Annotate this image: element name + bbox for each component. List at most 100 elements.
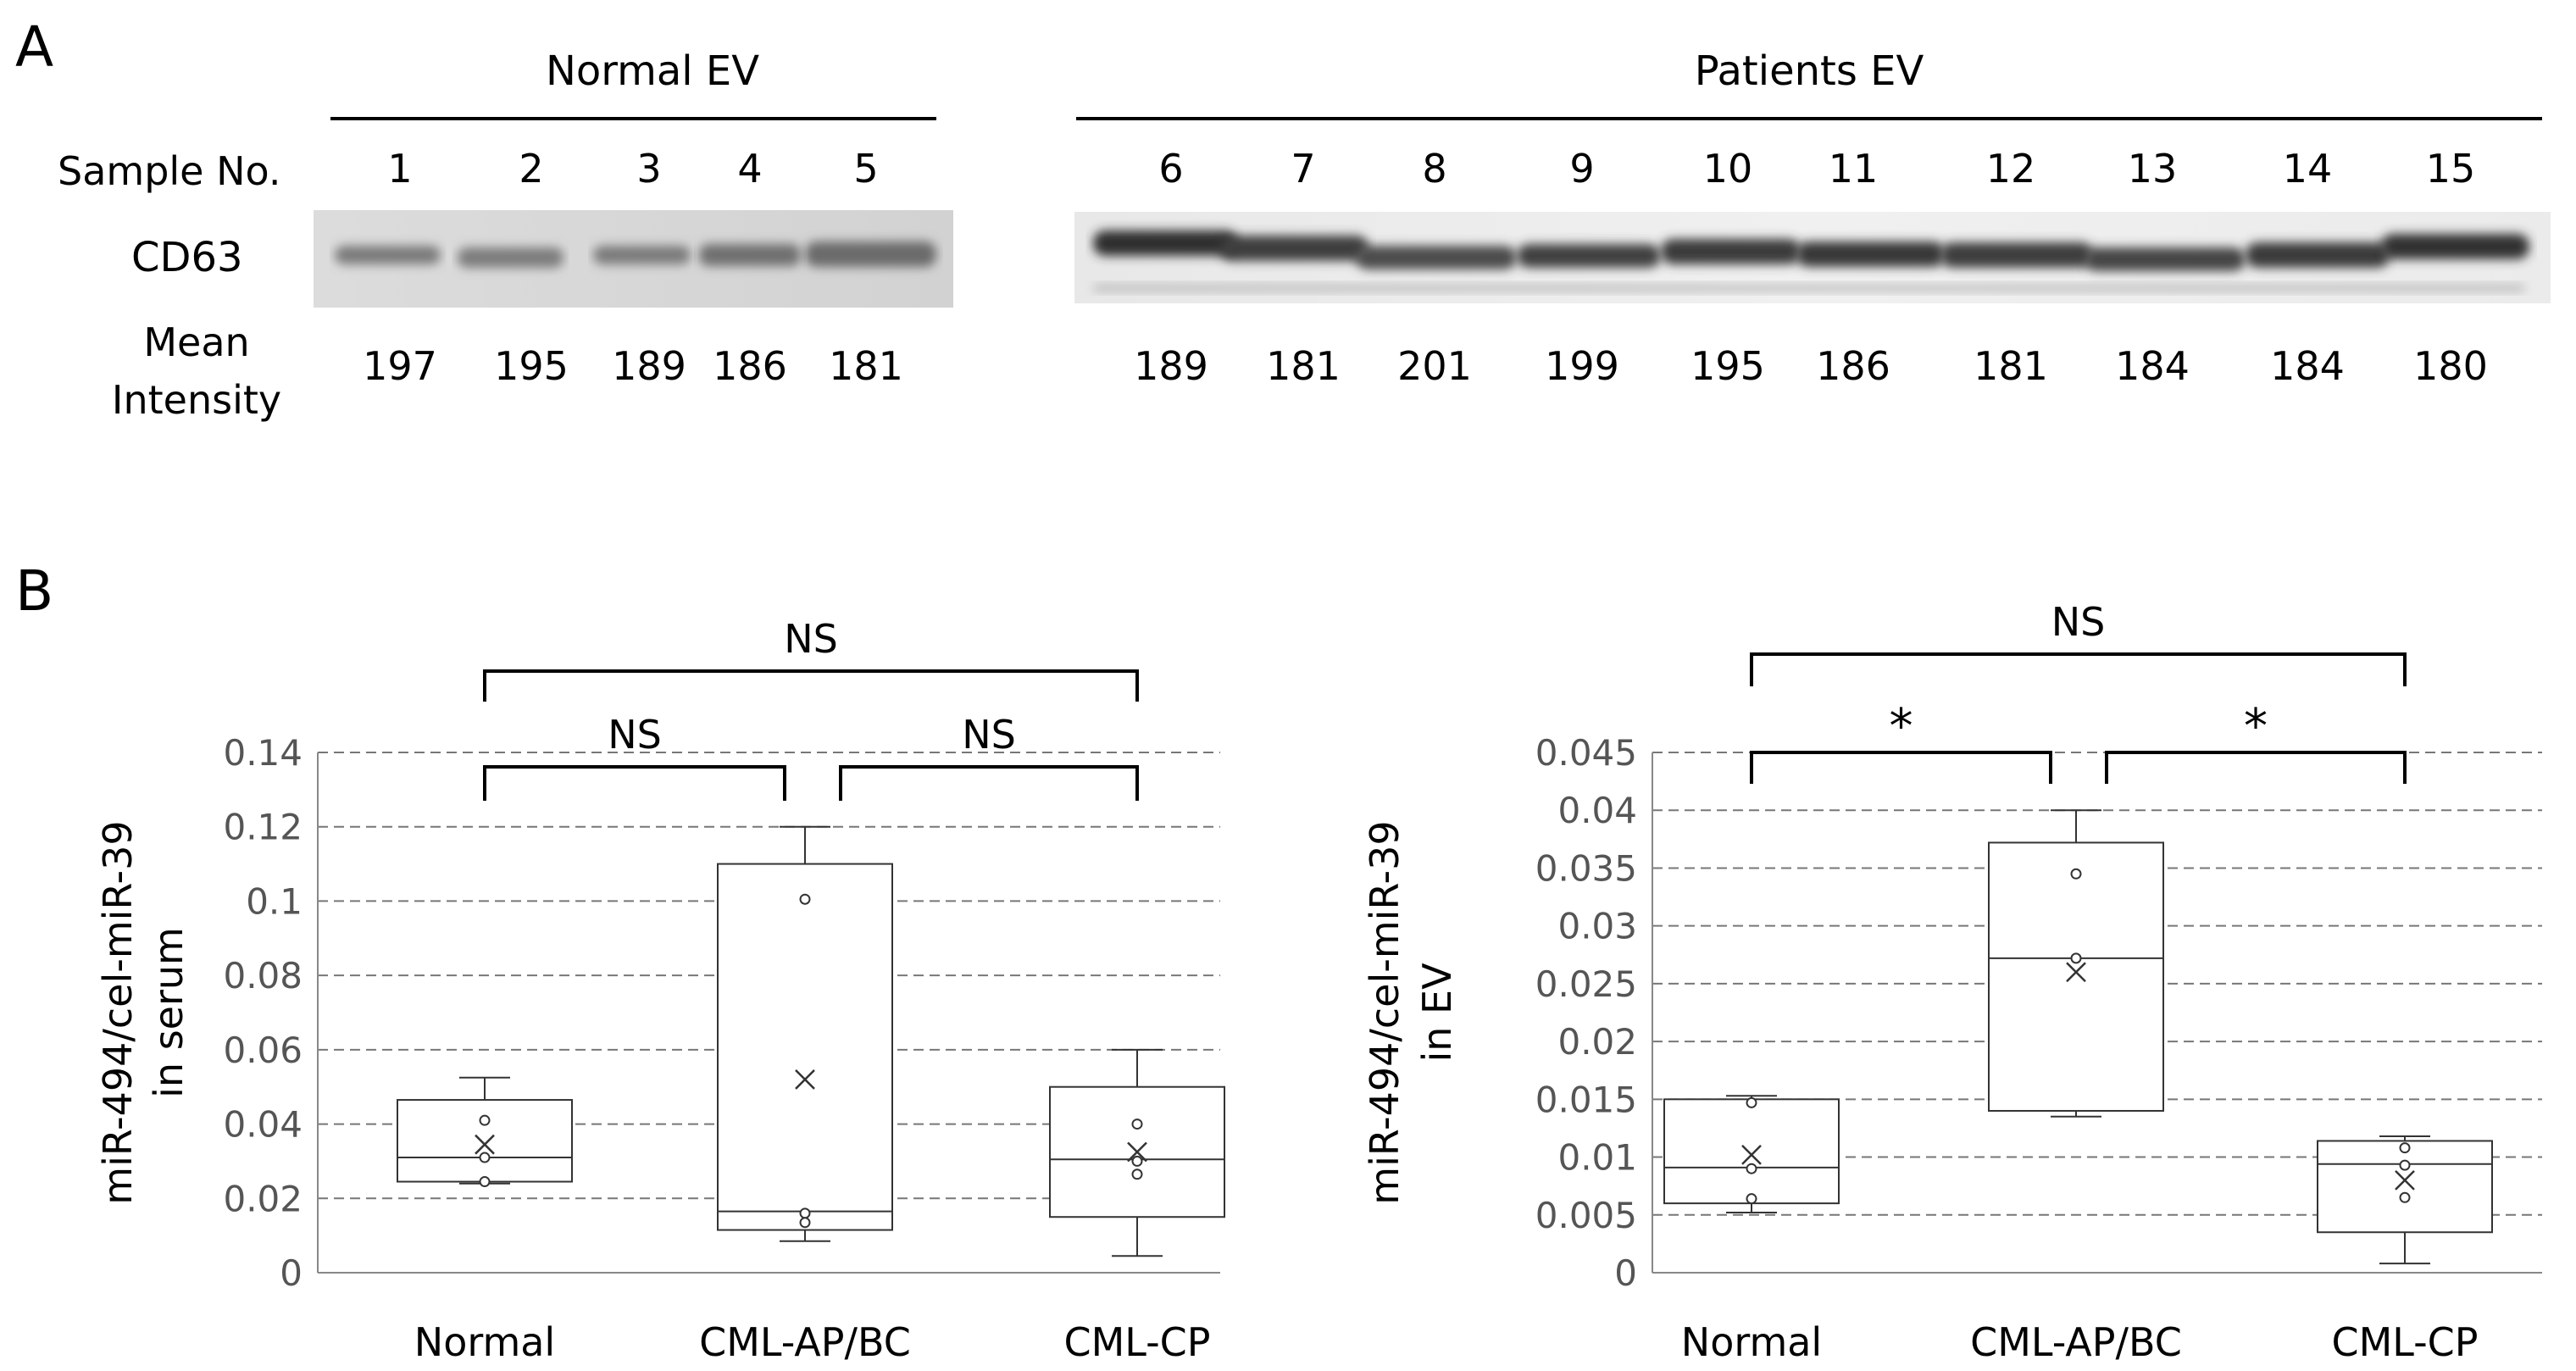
point-normal-1 <box>479 1152 491 1163</box>
sample-number-11: 11 <box>1829 146 1879 191</box>
intensity-label-line1: Mean <box>143 319 249 365</box>
significance-label-2: NS <box>784 616 838 662</box>
sample-number-7: 7 <box>1291 146 1315 191</box>
y-axis-label-line1: miR-494/cel-miR-39 <box>95 820 141 1204</box>
sample-numbers: 1 2 3 4 5 6 7 8 9 10 11 12 13 14 15 <box>387 146 2475 191</box>
category-label-cml-ap-bc: CML-AP/BC <box>699 1319 911 1365</box>
significance-label-1: * <box>2244 699 2268 754</box>
y-axis-label-line1: miR-494/cel-miR-39 <box>1362 820 1407 1204</box>
y-tick-0.015: 0.015 <box>1535 1079 1637 1120</box>
point-normal-2 <box>479 1176 491 1188</box>
point-cml-ap-bc-0 <box>2070 868 2082 880</box>
mean-marker-cml-ap-bc <box>2066 962 2086 983</box>
box-cml-cp <box>2317 1140 2493 1234</box>
intensity-value-12: 181 <box>1974 343 2048 389</box>
mean-marker-cml-ap-bc <box>795 1069 815 1090</box>
intensity-value-15: 180 <box>2413 343 2488 389</box>
intensity-value-13: 184 <box>2115 343 2190 389</box>
box-normal <box>397 1099 573 1183</box>
significance-bracket-2 <box>483 669 1139 702</box>
patients-ev-group-label: Patients EV <box>1695 47 1924 95</box>
sample-number-14: 14 <box>2283 146 2333 191</box>
western-blot-normal <box>314 210 953 308</box>
y-tick-0.01: 0.01 <box>1557 1137 1637 1179</box>
cd63-label: CD63 <box>131 234 243 281</box>
normal-ev-group-label: Normal EV <box>546 47 759 95</box>
sample-number-6: 6 <box>1158 146 1183 191</box>
intensity-values: 197 195 189 186 181 189 181 201 199 195 186 181 184 1… <box>363 343 2488 389</box>
point-normal-1 <box>1746 1163 1757 1174</box>
point-cml-ap-bc-0 <box>799 893 811 905</box>
point-cml-cp-2 <box>1131 1168 1143 1180</box>
y-tick-0.08: 0.08 <box>223 955 303 996</box>
panel-b: B 0 0.02 0.04 0.06 0.08 0.1 0.12 0.14 miR-494/ce… <box>15 558 2542 1365</box>
y-axis-label-line2: in EV <box>1414 963 1460 1063</box>
point-cml-ap-bc-2 <box>799 1217 811 1229</box>
intensity-value-2: 195 <box>494 343 569 389</box>
significance-label-0: * <box>1890 699 1913 754</box>
chart-serum: 0 0.02 0.04 0.06 0.08 0.1 0.12 0.14 miR-494/cel-… <box>95 616 1225 1365</box>
sample-number-4: 4 <box>737 146 762 191</box>
y-axis-label-line2: in serum <box>146 927 192 1098</box>
intensity-value-3: 189 <box>612 343 686 389</box>
point-cml-cp-0 <box>2399 1142 2411 1154</box>
intensity-value-9: 199 <box>1545 343 1619 389</box>
y-tick-0.045: 0.045 <box>1535 732 1637 774</box>
sample-number-1: 1 <box>387 146 412 191</box>
intensity-value-5: 181 <box>829 343 903 389</box>
category-label-cml-cp: CML-CP <box>1063 1319 1210 1365</box>
sample-number-15: 15 <box>2426 146 2476 191</box>
category-label-normal: Normal <box>1681 1319 1822 1365</box>
chart-ev: 0 0.005 0.01 0.015 0.02 0.025 0.03 0.035 0.04 0.0… <box>1362 599 2542 1365</box>
significance-bracket-0 <box>1750 751 2052 784</box>
y-tick-0.035: 0.035 <box>1535 847 1637 889</box>
point-normal-2 <box>1746 1193 1757 1205</box>
intensity-value-1: 197 <box>363 343 437 389</box>
significance-bracket-0 <box>483 765 786 801</box>
y-tick-0.02: 0.02 <box>223 1178 303 1219</box>
sample-no-label: Sample No. <box>58 148 280 194</box>
box-cml-cp <box>1049 1085 1225 1218</box>
mean-marker-cml-cp <box>2395 1169 2415 1191</box>
intensity-value-14: 184 <box>2270 343 2345 389</box>
point-normal-0 <box>479 1114 491 1126</box>
sample-number-2: 2 <box>519 146 543 191</box>
y-tick-0.02: 0.02 <box>1557 1021 1637 1063</box>
point-normal-0 <box>1746 1096 1757 1108</box>
mean-marker-normal <box>475 1134 495 1155</box>
sample-number-8: 8 <box>1422 146 1446 191</box>
box-cml-ap-bc <box>1988 841 2164 1112</box>
point-cml-cp-0 <box>1131 1118 1143 1130</box>
sample-number-5: 5 <box>853 146 878 191</box>
sample-number-9: 9 <box>1569 146 1594 191</box>
category-label-cml-cp: CML-CP <box>2331 1319 2478 1365</box>
panel-a: A Normal EV Patients EV Sample No. CD63 … <box>15 14 2551 423</box>
sample-number-3: 3 <box>636 146 661 191</box>
point-cml-ap-bc-1 <box>2070 952 2082 964</box>
y-tick-0.03: 0.03 <box>1557 906 1637 947</box>
y-tick-0.1: 0.1 <box>246 880 303 922</box>
intensity-value-11: 186 <box>1816 343 1890 389</box>
mean-marker-cml-cp <box>1127 1141 1147 1163</box>
y-tick-0.06: 0.06 <box>223 1030 303 1071</box>
point-cml-cp-2 <box>2399 1191 2411 1203</box>
category-label-normal: Normal <box>414 1319 555 1365</box>
significance-bracket-2 <box>1750 652 2407 686</box>
intensity-value-8: 201 <box>1397 343 1472 389</box>
significance-bracket-1 <box>839 765 1139 801</box>
y-tick-0.025: 0.025 <box>1535 963 1637 1005</box>
significance-label-1: NS <box>962 712 1016 758</box>
intensity-value-4: 186 <box>713 343 787 389</box>
significance-label-2: NS <box>2051 599 2106 645</box>
panel-a-letter: A <box>15 14 53 80</box>
category-label-cml-ap-bc: CML-AP/BC <box>1970 1319 2182 1365</box>
point-cml-cp-1 <box>1131 1155 1143 1167</box>
significance-label-0: NS <box>608 712 662 758</box>
y-tick-0.12: 0.12 <box>223 807 303 848</box>
panel-b-letter: B <box>15 558 53 624</box>
point-cml-ap-bc-1 <box>799 1207 811 1219</box>
y-tick-0: 0 <box>280 1252 303 1294</box>
sample-number-13: 13 <box>2128 146 2178 191</box>
mean-marker-normal <box>1741 1144 1762 1165</box>
